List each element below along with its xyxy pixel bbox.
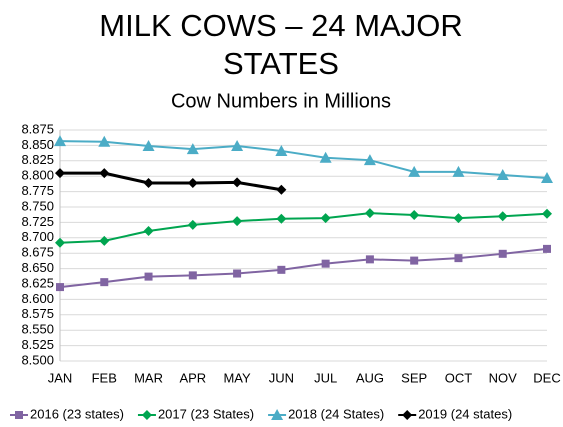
x-tick-label: JUN [269, 370, 294, 385]
x-tick-label: OCT [445, 370, 473, 385]
marker [188, 271, 197, 280]
marker [452, 165, 465, 177]
x-tick-label: JUL [314, 370, 337, 385]
y-tick-label: 8.675 [21, 245, 54, 260]
legend-marker [141, 410, 152, 420]
legend-label: 2016 (23 states) [30, 406, 124, 421]
marker [187, 219, 198, 230]
marker [55, 168, 65, 179]
y-tick-label: 8.650 [21, 260, 54, 275]
x-tick-label: APR [179, 370, 206, 385]
marker [56, 283, 64, 292]
y-tick-label: 8.525 [21, 337, 54, 352]
marker [186, 143, 199, 155]
marker [497, 211, 508, 222]
x-tick-label: DEC [533, 370, 560, 385]
marker [143, 226, 154, 237]
marker [498, 249, 507, 258]
legend-label: 2018 (24 States) [288, 406, 384, 421]
series-line [59, 140, 548, 180]
marker [363, 154, 376, 166]
marker [321, 259, 330, 268]
y-tick-label: 8.700 [21, 229, 54, 244]
marker [319, 151, 332, 163]
marker [454, 254, 463, 263]
y-tick-label: 8.800 [21, 168, 54, 183]
marker [55, 237, 65, 248]
marker [276, 184, 287, 195]
marker [320, 213, 331, 224]
chart-subtitle: Cow Numbers in Millions [171, 90, 391, 112]
legend-marker [402, 410, 413, 420]
x-tick-label: MAY [223, 370, 251, 385]
x-tick-label: SEP [401, 370, 427, 385]
marker [99, 168, 110, 179]
marker [143, 177, 154, 188]
series-line [60, 171, 282, 192]
y-tick-label: 8.850 [21, 137, 54, 152]
marker [142, 140, 155, 152]
y-tick-label: 8.550 [21, 322, 54, 337]
legend-label: 2019 (24 states) [418, 406, 512, 421]
marker [98, 135, 111, 147]
y-tick-label: 8.750 [21, 198, 54, 213]
marker [496, 168, 509, 180]
marker [543, 244, 551, 253]
marker [453, 213, 464, 224]
marker [409, 210, 420, 221]
marker [231, 140, 244, 152]
series-line [59, 212, 548, 244]
marker [364, 208, 375, 219]
marker [542, 208, 552, 219]
marker [276, 213, 287, 224]
x-tick-label: FEB [92, 370, 117, 385]
chart-title: MILK COWS – 24 MAJOR STATES [99, 8, 462, 81]
legend-marker [271, 409, 284, 420]
y-tick-label: 8.775 [21, 183, 54, 198]
marker [275, 144, 288, 156]
marker [232, 177, 243, 188]
x-tick-label: JAN [48, 370, 73, 385]
marker [100, 278, 109, 287]
y-tick-label: 8.575 [21, 306, 54, 321]
marker [277, 265, 286, 274]
marker [410, 256, 419, 265]
marker [233, 269, 242, 278]
y-tick-label: 8.500 [21, 352, 54, 367]
marker [232, 216, 243, 227]
x-tick-label: NOV [489, 370, 518, 385]
marker [365, 255, 374, 264]
legend-marker [15, 411, 23, 419]
y-tick-label: 8.600 [21, 291, 54, 306]
legend-label: 2017 (23 States) [158, 406, 254, 421]
y-tick-label: 8.625 [21, 275, 54, 290]
y-tick-label: 8.825 [21, 152, 54, 167]
marker [541, 172, 553, 184]
y-tick-label: 8.725 [21, 214, 54, 229]
x-tick-label: AUG [356, 370, 384, 385]
marker [54, 135, 66, 147]
y-tick-label: 8.875 [21, 121, 54, 136]
marker [187, 177, 198, 188]
legend: 2016 (23 states) 2017 (23 States) 2018 (24… [10, 406, 512, 421]
marker [408, 165, 421, 177]
x-tick-label: MAR [134, 370, 163, 385]
marker [144, 272, 153, 281]
series-line [59, 247, 548, 289]
marker [99, 235, 110, 246]
